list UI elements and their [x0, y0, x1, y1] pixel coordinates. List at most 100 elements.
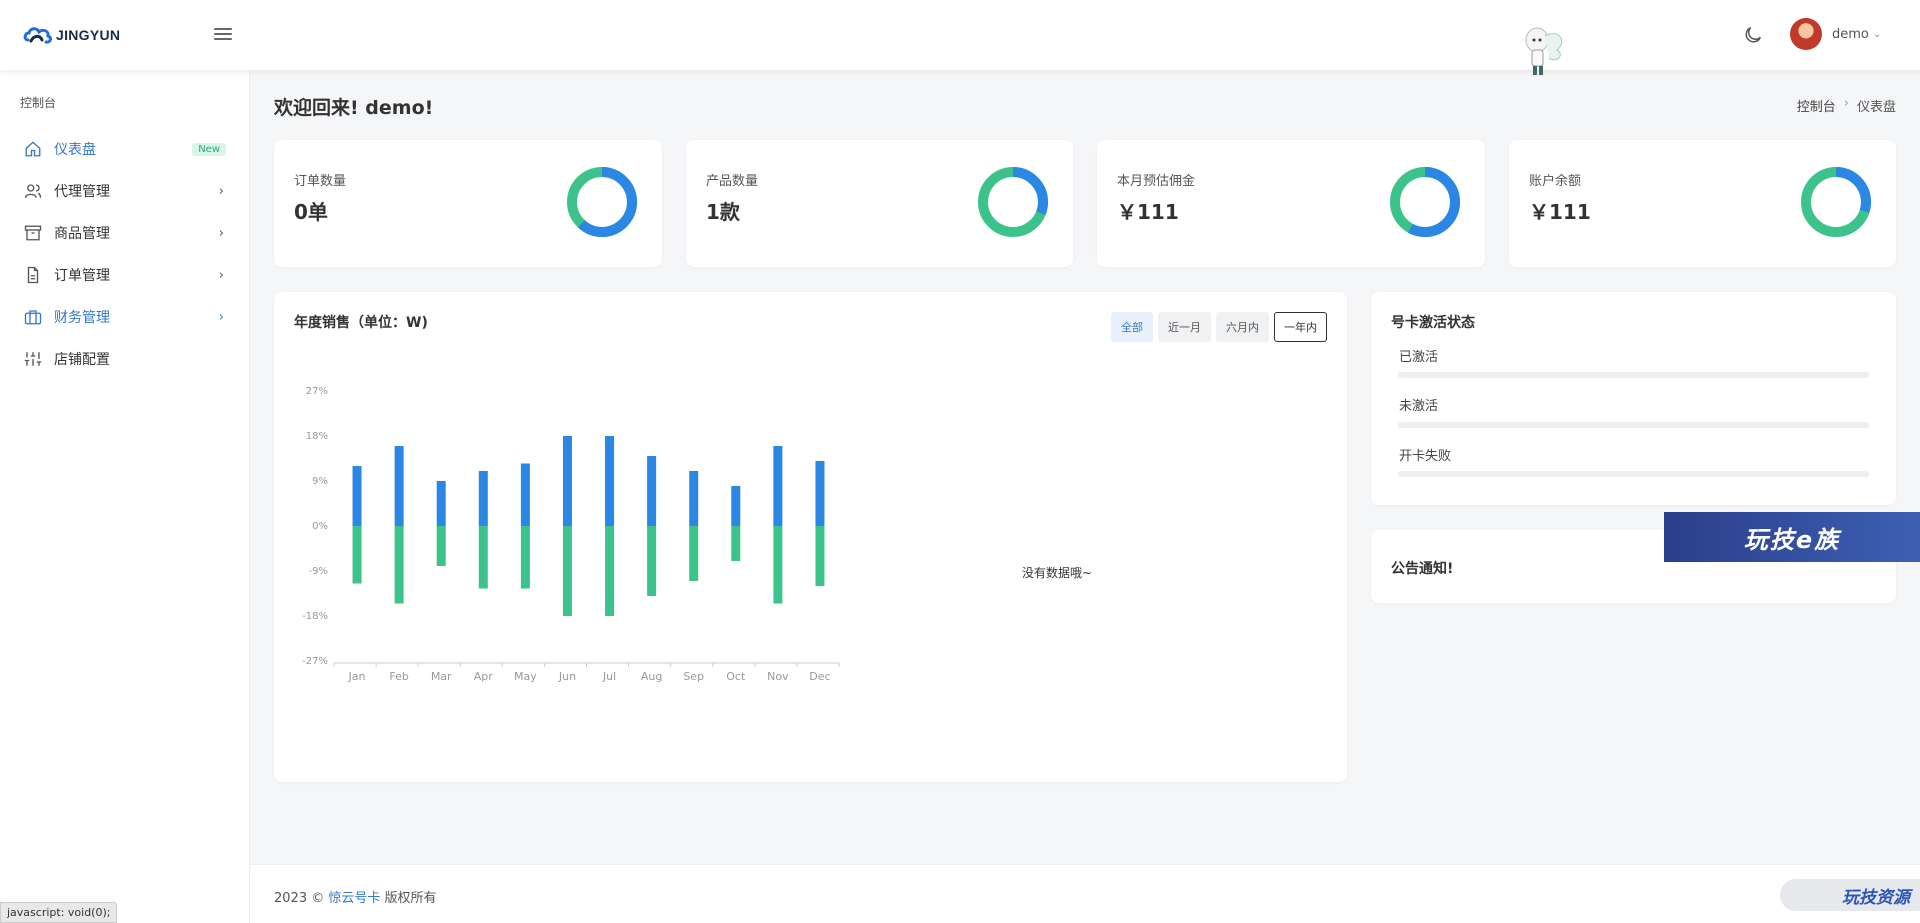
notice-title: 公告通知!: [1391, 561, 1454, 577]
y-tick-label: -27%: [302, 656, 328, 667]
filter-six-months-button[interactable]: 六月内: [1216, 312, 1269, 342]
footer-copyright: 2023 © 惊云号卡 版权所有: [274, 887, 437, 906]
stat-value: 0单: [294, 200, 328, 224]
sidebar: 控制台 仪表盘 New 代理管理 › 商品管理 › 订单: [0, 70, 250, 923]
stat-label: 订单数量: [294, 174, 347, 189]
mascot-image: [1525, 27, 1563, 75]
activation-progress-activated: [1398, 372, 1869, 378]
bar: [562, 436, 572, 526]
stat-label: 账户余额: [1529, 174, 1582, 189]
home-icon: [24, 140, 42, 158]
username: demo: [1832, 26, 1869, 42]
sidebar-item-dashboard[interactable]: 仪表盘 New: [0, 128, 250, 170]
breadcrumb-separator-icon: ›: [1843, 96, 1849, 111]
filter-month-button[interactable]: 近一月: [1158, 312, 1211, 342]
stat-label: 产品数量: [706, 174, 759, 189]
sidebar-nav: 仪表盘 New 代理管理 › 商品管理 › 订单管理 ›: [0, 128, 250, 380]
donut-chart: [567, 167, 637, 237]
bar: [647, 456, 657, 526]
bar: [352, 526, 362, 584]
briefcase-icon: [24, 308, 42, 326]
avatar: [1790, 18, 1822, 50]
top-bar: JINGYUN demo ⌄: [0, 0, 1920, 75]
activation-title: 号卡激活状态: [1391, 315, 1475, 331]
logo[interactable]: JINGYUN: [22, 24, 120, 46]
bar: [520, 526, 530, 589]
new-badge: New: [192, 142, 226, 156]
bar: [436, 481, 446, 526]
breadcrumb-current: 仪表盘: [1856, 100, 1896, 115]
x-tick-label: Nov: [767, 670, 789, 683]
sales-chart-title: 年度销售（单位：W): [294, 315, 428, 331]
sidebar-item-finance[interactable]: 财务管理 ›: [0, 296, 250, 338]
activation-label-failed: 开卡失败: [1399, 449, 1452, 464]
promo-banner[interactable]: 玩技e族: [1664, 512, 1920, 562]
activation-label-activated: 已激活: [1399, 350, 1439, 365]
x-tick-label: May: [514, 670, 537, 683]
footer-brand-badge[interactable]: 玩技资源: [1780, 879, 1920, 911]
x-tick-label: Sep: [683, 670, 704, 683]
bar: [436, 526, 446, 566]
chevron-down-icon: ⌄: [1872, 28, 1882, 40]
sliders-icon: [24, 350, 42, 368]
bar: [773, 526, 783, 604]
donut-segment: [1390, 167, 1460, 237]
bar: [731, 526, 741, 561]
bar: [478, 471, 488, 526]
bar: [394, 526, 404, 604]
sidebar-item-label: 店铺配置: [54, 352, 110, 368]
menu-toggle-icon[interactable]: [214, 25, 232, 43]
sidebar-item-label: 仪表盘: [54, 142, 96, 158]
no-data-text: 没有数据哦~: [1022, 566, 1093, 580]
browser-status-bar: javascript: void(0);: [0, 902, 118, 923]
sidebar-item-label: 订单管理: [54, 268, 110, 284]
bar: [773, 446, 783, 526]
rights-text: 版权所有: [384, 891, 437, 906]
bar: [731, 486, 741, 526]
bar: [815, 461, 825, 526]
donut-chart: [1801, 167, 1871, 237]
company-link[interactable]: 惊云号卡: [328, 891, 381, 906]
sidebar-item-label: 代理管理: [54, 184, 110, 200]
x-tick-label: Mar: [431, 670, 452, 683]
y-tick-label: -9%: [309, 566, 328, 577]
x-tick-label: Oct: [726, 670, 746, 683]
sidebar-item-products[interactable]: 商品管理 ›: [0, 212, 250, 254]
bar: [689, 526, 699, 581]
sidebar-section-title: 控制台: [20, 96, 57, 110]
breadcrumb-item[interactable]: 控制台: [1796, 100, 1836, 115]
bar: [520, 463, 530, 526]
chevron-right-icon: ›: [218, 309, 224, 325]
chevron-right-icon: ›: [218, 183, 224, 199]
chevron-right-icon: ›: [218, 225, 224, 241]
sidebar-item-orders[interactable]: 订单管理 ›: [0, 254, 250, 296]
chevron-right-icon: ›: [218, 267, 224, 283]
sidebar-item-label: 财务管理: [54, 310, 110, 326]
x-tick-label: Dec: [809, 670, 830, 683]
x-tick-label: Jan: [348, 670, 366, 683]
stat-value: 1款: [706, 200, 740, 224]
filter-all-button[interactable]: 全部: [1111, 312, 1153, 342]
dark-mode-moon-icon[interactable]: [1742, 24, 1764, 46]
stat-label: 本月预估佣金: [1117, 174, 1196, 189]
x-tick-label: Apr: [474, 670, 494, 683]
y-tick-label: 0%: [312, 521, 328, 532]
sidebar-item-agents[interactable]: 代理管理 ›: [0, 170, 250, 212]
bar: [689, 471, 699, 526]
x-tick-label: Feb: [389, 670, 408, 683]
stat-card-balance: 账户余额 ￥111: [1509, 140, 1896, 267]
activation-progress-not-activated: [1398, 422, 1869, 428]
bar: [394, 446, 404, 526]
user-menu[interactable]: demo ⌄: [1790, 18, 1881, 50]
donut-chart: [1390, 167, 1460, 237]
filter-year-button[interactable]: 一年内: [1274, 312, 1327, 342]
sidebar-item-store-config[interactable]: 店铺配置: [0, 338, 250, 380]
users-icon: [24, 182, 42, 200]
bar: [562, 526, 572, 616]
donut-segment: [567, 167, 637, 237]
activation-progress-failed: [1398, 471, 1869, 477]
activation-status-card: 号卡激活状态 已激活 未激活 开卡失败: [1371, 292, 1896, 505]
page-title: 欢迎回来! demo!: [274, 97, 434, 119]
stat-card-products: 产品数量 1款: [686, 140, 1073, 267]
copyright-year: 2023 ©: [274, 891, 325, 906]
